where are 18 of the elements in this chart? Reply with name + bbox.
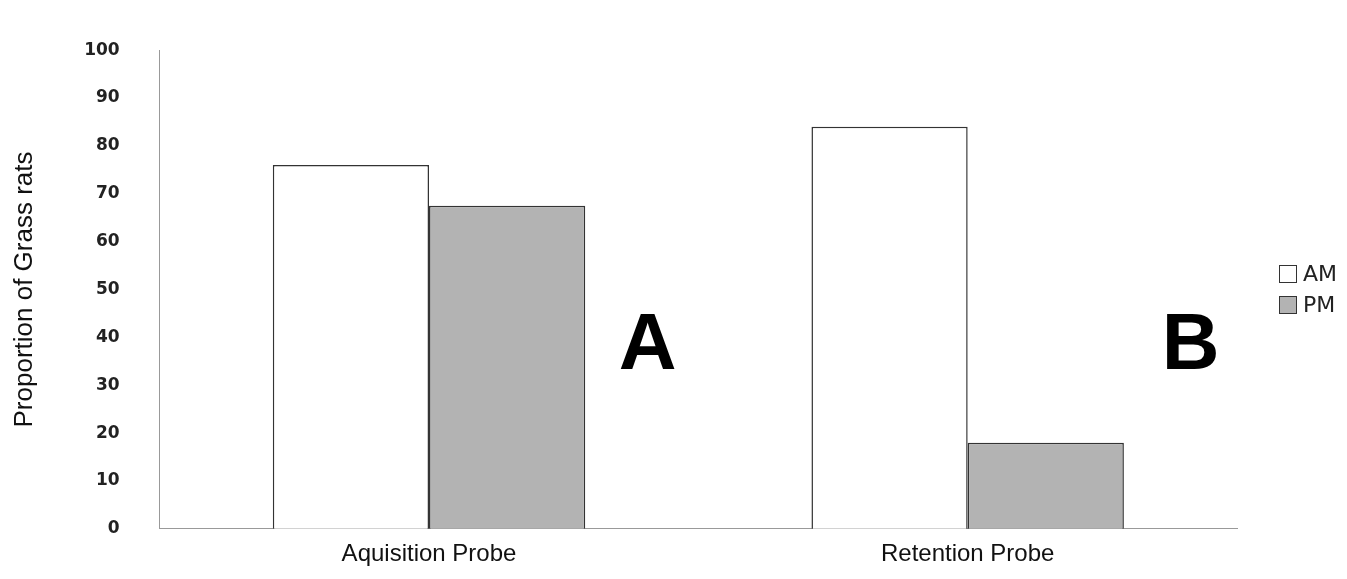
x-tick-label: Aquisition Probe <box>341 538 517 566</box>
y-tick-label: 0 <box>107 517 120 538</box>
y-tick-label: 50 <box>96 277 120 298</box>
annotation: B <box>1161 296 1220 386</box>
text: AM <box>1302 261 1337 286</box>
legend-label: PM <box>1302 292 1336 317</box>
annotation: A <box>618 296 677 386</box>
y-axis-title: Proportion of Grass rats <box>7 151 38 428</box>
y-tick-label: 60 <box>96 230 120 251</box>
y-tick-label: 40 <box>96 325 120 346</box>
y-tick-label: 80 <box>96 134 120 155</box>
y-tick-label: 30 <box>96 373 120 394</box>
x-tick-label: Retention Probe <box>880 538 1055 566</box>
y-tick-label: 10 <box>96 469 120 490</box>
y-tick-label: 90 <box>96 86 120 107</box>
y-tick-label: 70 <box>96 182 120 203</box>
y-tick-label: 20 <box>96 421 120 442</box>
y-tick-label: 100 <box>84 38 120 59</box>
